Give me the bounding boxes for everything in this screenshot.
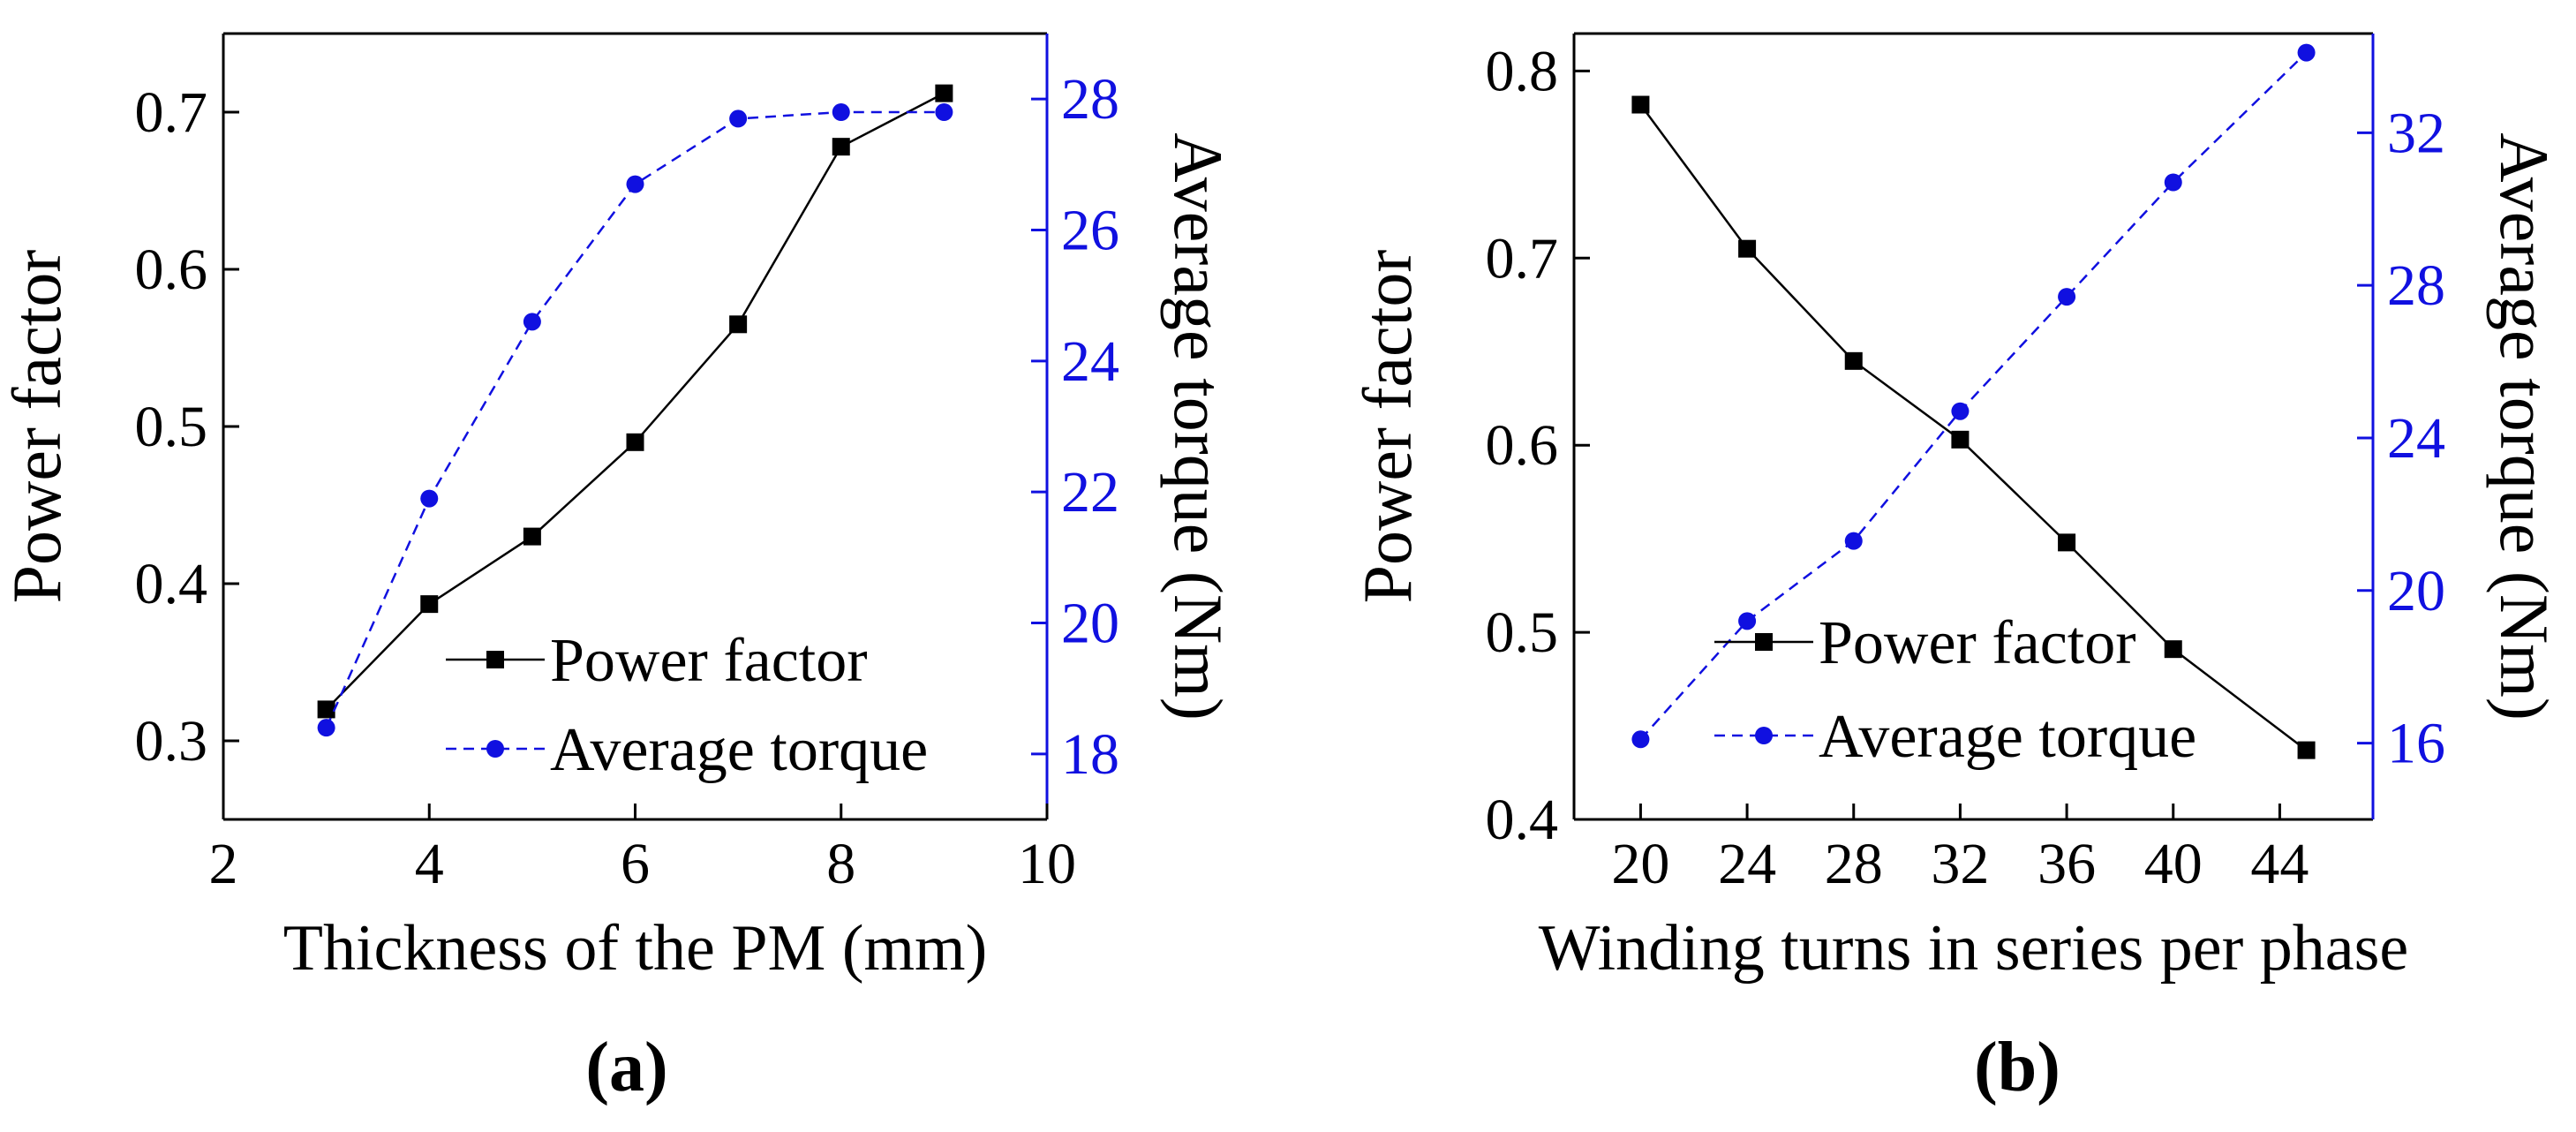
y2-tick-label: 24	[1061, 329, 1119, 394]
y-tick-label: 0.7	[135, 80, 208, 145]
y-tick-label: 0.3	[135, 709, 208, 774]
data-point	[1738, 239, 1757, 258]
data-point	[420, 595, 439, 614]
data-point	[420, 489, 439, 508]
legend-label: Average torque	[550, 716, 928, 784]
data-point	[626, 175, 644, 193]
figure-caption: (b)	[1974, 1029, 2060, 1106]
x-axis-title: Thickness of the PM (mm)	[283, 912, 987, 985]
y2-tick-label: 24	[2387, 406, 2445, 471]
legend-label: Average torque	[1819, 703, 2196, 771]
data-point	[523, 527, 541, 546]
y2-tick-label: 18	[1061, 722, 1119, 787]
y2-tick-label: 28	[2387, 253, 2445, 318]
y2-axis-title: Average torque (Nm)	[1160, 132, 1237, 721]
y2-tick-label: 20	[2387, 559, 2445, 623]
y2-tick-label: 26	[1061, 199, 1119, 263]
x-tick-label: 32	[1931, 832, 1989, 896]
data-point	[935, 103, 953, 121]
y2-tick-label: 16	[2387, 712, 2445, 776]
y2-tick-label: 28	[1061, 67, 1119, 132]
legend-marker	[486, 651, 504, 668]
data-point	[2297, 43, 2316, 62]
legend-marker	[1755, 727, 1773, 744]
x-tick-label: 2	[209, 832, 238, 896]
y-tick-label: 0.4	[135, 552, 208, 616]
y-tick-label: 0.5	[1486, 600, 1559, 665]
data-point	[2058, 533, 2076, 552]
y2-tick-label: 20	[1061, 592, 1119, 656]
y-axis-title: Power factor	[0, 250, 75, 604]
data-point	[1951, 402, 1970, 420]
data-point	[2058, 288, 2076, 306]
data-point	[1738, 612, 1757, 630]
x-tick-label: 8	[826, 832, 855, 896]
data-point	[2164, 173, 2182, 192]
y-tick-label: 0.7	[1486, 226, 1559, 291]
y-tick-label: 0.6	[1486, 413, 1559, 478]
legend: Power factor Average torque	[446, 627, 928, 784]
x-tick-label: 36	[2037, 832, 2096, 896]
data-point	[626, 433, 644, 451]
data-point	[317, 719, 335, 737]
data-point	[2297, 741, 2316, 759]
data-point	[523, 313, 541, 331]
legend: Power factor Average torque	[1714, 609, 2196, 771]
x-tick-label: 6	[621, 832, 650, 896]
x-tick-label: 10	[1018, 832, 1076, 896]
data-point	[832, 138, 850, 156]
data-point	[1844, 532, 1863, 550]
legend-marker	[486, 740, 504, 758]
data-point	[729, 109, 748, 128]
y-tick-label: 0.5	[135, 395, 208, 459]
legend-label: Power factor	[550, 627, 868, 695]
chart-a: 2 4 6 8 100.30.40.50.60.7182022242628Thickne…	[0, 32, 1237, 1106]
y-tick-label: 0.6	[135, 238, 208, 302]
figure-caption: (a)	[585, 1029, 667, 1106]
data-point	[1631, 95, 1650, 114]
x-tick-label: 28	[1825, 832, 1883, 896]
data-point	[1951, 430, 1970, 449]
y-tick-label: 0.4	[1486, 788, 1559, 852]
data-point	[317, 700, 335, 719]
y2-tick-label: 22	[1061, 460, 1119, 524]
data-point	[729, 315, 748, 334]
x-tick-label: 44	[2250, 832, 2309, 896]
x-tick-label: 24	[1718, 832, 1776, 896]
y-tick-label: 0.8	[1486, 39, 1559, 103]
data-point	[1844, 351, 1863, 370]
legend-marker	[1755, 633, 1773, 651]
legend-label: Power factor	[1819, 609, 2136, 677]
x-tick-label: 20	[1611, 832, 1669, 896]
y-axis-title: Power factor	[1349, 250, 1426, 604]
x-axis-title: Winding turns in series per phase	[1539, 912, 2409, 985]
y2-axis-title: Average torque (Nm)	[2486, 132, 2563, 721]
data-point	[935, 84, 953, 102]
y2-tick-label: 32	[2387, 101, 2445, 165]
x-tick-label: 40	[2144, 832, 2203, 896]
x-tick-label: 4	[415, 832, 444, 896]
data-point	[1631, 730, 1650, 749]
data-point	[832, 103, 850, 121]
data-point	[2164, 640, 2182, 659]
chart-b: 20 24 28 32 36 40 44 0.4 0.5 0.6 0.7 0.8 16 20 24 28 32 W…	[1349, 32, 2563, 1106]
